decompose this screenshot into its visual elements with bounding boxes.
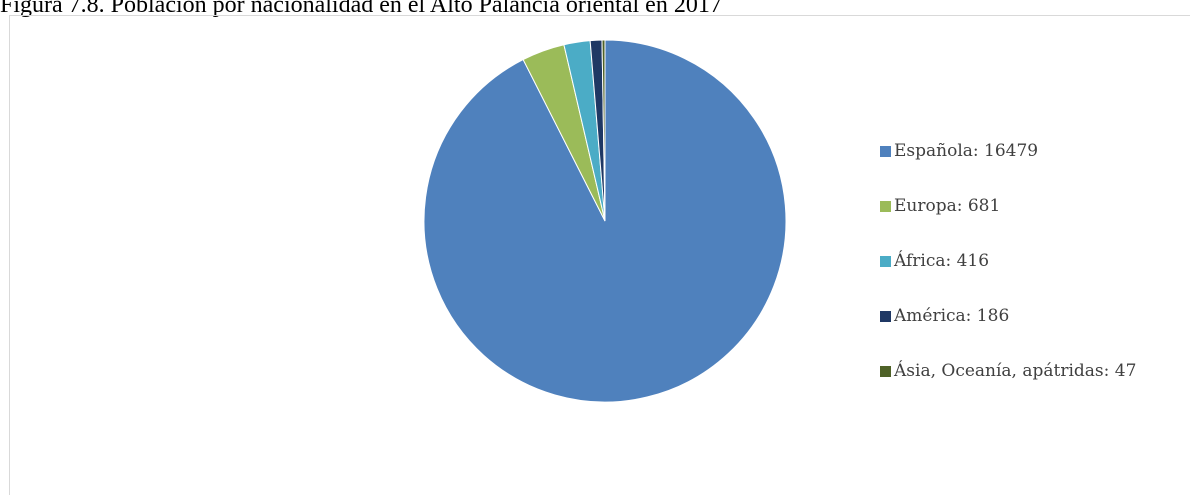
chart-caption: Figura 7.8. Población por nacionalidad e… bbox=[0, 0, 722, 18]
legend-swatch bbox=[880, 255, 891, 267]
legend-swatch bbox=[880, 365, 891, 377]
legend-label: Ásia, Oceanía, apátridas: 47 bbox=[894, 361, 1137, 381]
pie-slice-asia-oceania-apatridas bbox=[601, 39, 606, 222]
pie-chart bbox=[423, 39, 787, 403]
legend-label: Española: 16479 bbox=[894, 141, 1039, 161]
legend-item-europa: Europa: 681 bbox=[880, 195, 1000, 217]
legend-swatch bbox=[880, 200, 891, 212]
chart-legend: Española: 16479 Europa: 681 África: 416 … bbox=[880, 140, 1180, 382]
legend-item-espanola: Española: 16479 bbox=[880, 140, 1038, 162]
legend-label: Europa: 681 bbox=[894, 196, 1001, 216]
legend-item-asia-oceania-apatridas: Ásia, Oceanía, apátridas: 47 bbox=[880, 360, 1136, 382]
legend-label: África: 416 bbox=[894, 251, 990, 271]
legend-swatch bbox=[880, 310, 891, 322]
legend-item-africa: África: 416 bbox=[880, 250, 989, 272]
chart-area-frame bbox=[9, 15, 1190, 495]
legend-label: América: 186 bbox=[894, 306, 1010, 326]
legend-item-america: América: 186 bbox=[880, 305, 1009, 327]
legend-swatch bbox=[880, 145, 891, 157]
